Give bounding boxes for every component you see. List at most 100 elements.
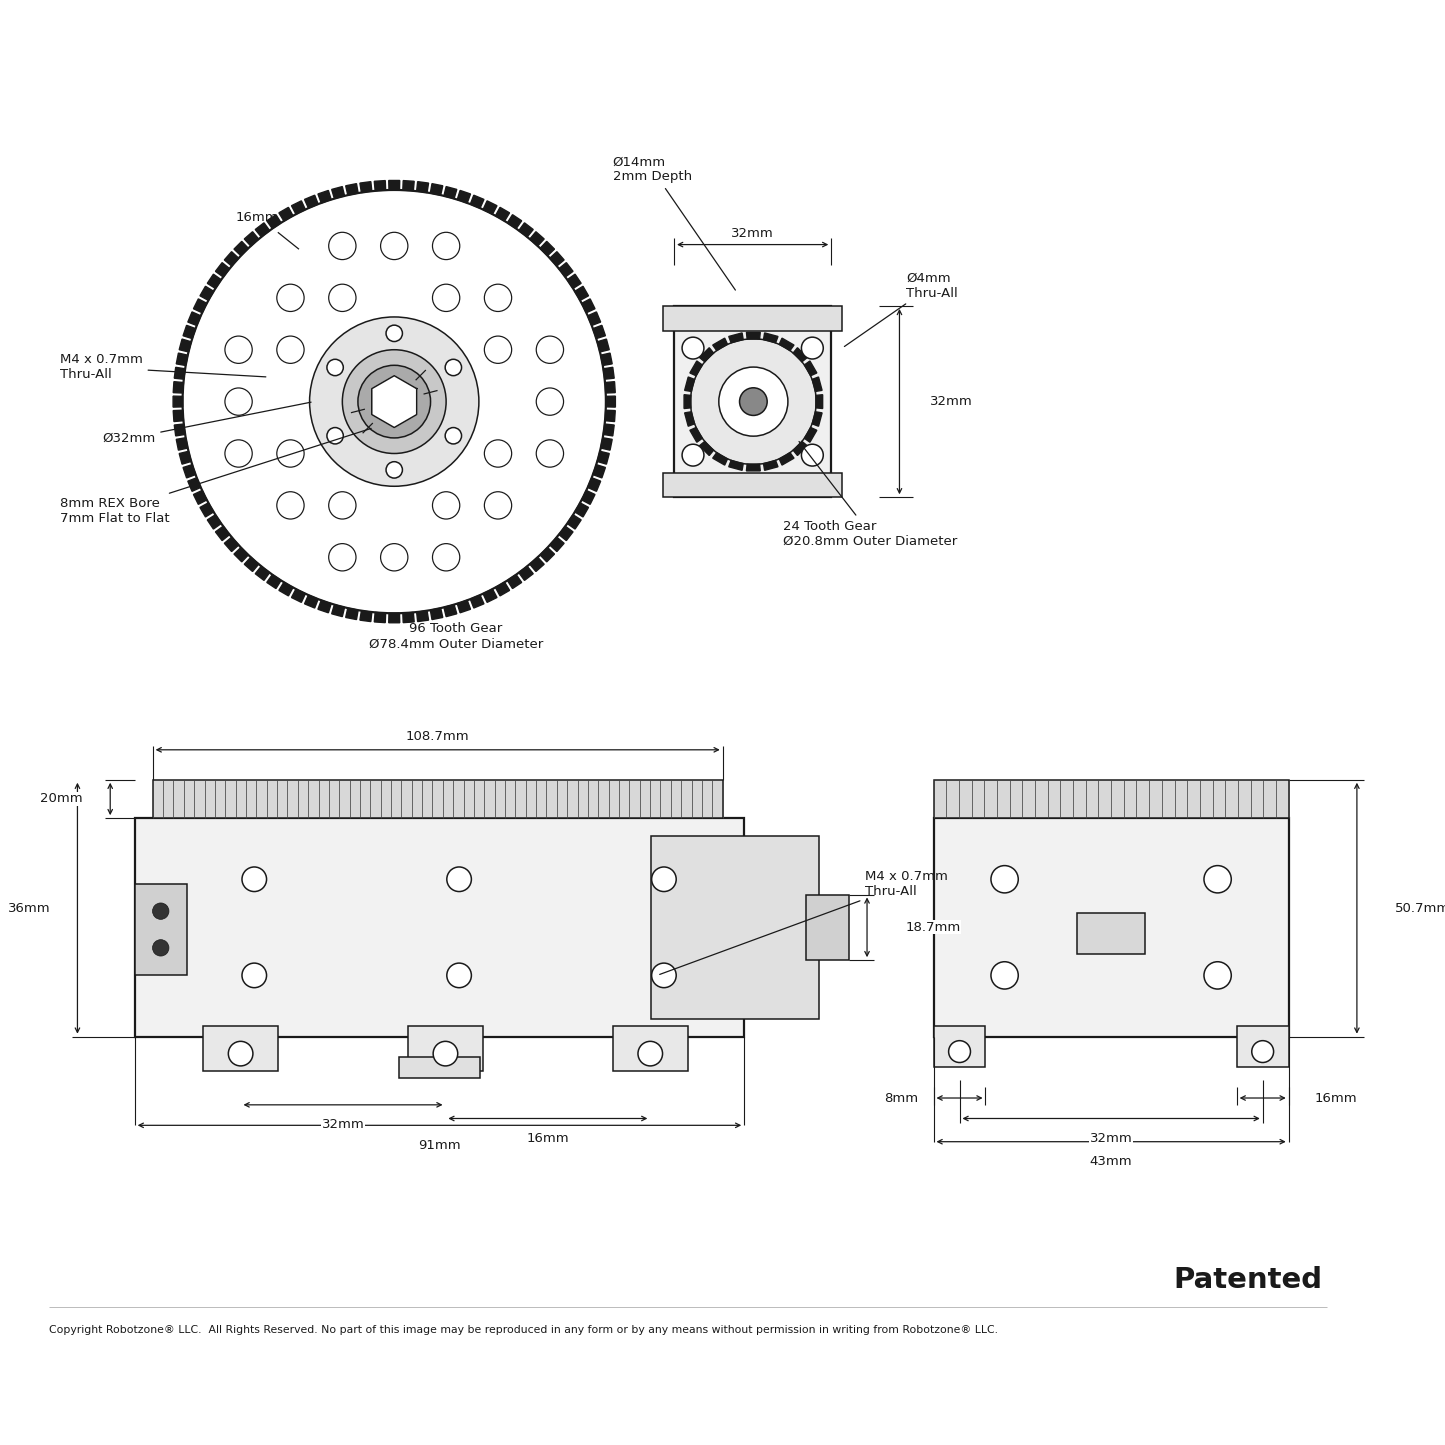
Circle shape — [309, 316, 478, 487]
Circle shape — [432, 491, 460, 519]
Polygon shape — [244, 231, 259, 246]
Polygon shape — [345, 184, 358, 195]
Polygon shape — [575, 286, 588, 301]
Polygon shape — [699, 348, 714, 361]
Polygon shape — [207, 275, 221, 289]
Polygon shape — [318, 600, 331, 613]
Polygon shape — [403, 613, 415, 623]
Polygon shape — [176, 353, 188, 366]
Polygon shape — [332, 604, 344, 617]
Text: 108.7mm: 108.7mm — [406, 730, 470, 743]
Circle shape — [432, 233, 460, 260]
Polygon shape — [215, 263, 230, 277]
Polygon shape — [470, 595, 484, 608]
Polygon shape — [763, 332, 777, 342]
Text: 32mm: 32mm — [322, 1118, 364, 1131]
Circle shape — [1204, 962, 1231, 988]
Text: 8mm REX Bore
7mm Flat to Flat: 8mm REX Bore 7mm Flat to Flat — [59, 428, 371, 525]
Polygon shape — [332, 186, 344, 198]
Circle shape — [277, 491, 303, 519]
Polygon shape — [279, 207, 293, 221]
Circle shape — [740, 387, 767, 415]
Polygon shape — [244, 558, 259, 572]
Text: 20mm: 20mm — [40, 792, 82, 805]
Polygon shape — [279, 582, 293, 595]
Polygon shape — [728, 332, 743, 342]
Circle shape — [241, 867, 266, 892]
Circle shape — [991, 866, 1019, 893]
Polygon shape — [173, 396, 182, 407]
Circle shape — [802, 444, 824, 467]
Polygon shape — [256, 223, 270, 237]
Text: M4 x 0.7mm
Thru-All: M4 x 0.7mm Thru-All — [59, 354, 266, 381]
Circle shape — [718, 367, 788, 436]
Polygon shape — [496, 582, 510, 595]
Polygon shape — [199, 286, 214, 301]
Text: Patented: Patented — [1173, 1266, 1322, 1293]
Polygon shape — [779, 452, 793, 465]
Polygon shape — [747, 332, 760, 340]
Polygon shape — [431, 608, 442, 620]
Polygon shape — [176, 438, 188, 451]
Circle shape — [277, 439, 303, 467]
Circle shape — [484, 491, 512, 519]
Polygon shape — [588, 478, 601, 491]
Circle shape — [536, 387, 564, 415]
Circle shape — [802, 337, 824, 358]
Bar — [134, 818, 744, 1036]
Polygon shape — [605, 381, 616, 393]
Circle shape — [691, 338, 816, 464]
Bar — [933, 780, 1289, 818]
Polygon shape — [812, 377, 822, 392]
Text: M4 x 0.7mm
Thru-All: M4 x 0.7mm Thru-All — [660, 870, 948, 974]
Polygon shape — [179, 340, 191, 353]
Bar — [613, 1026, 688, 1071]
Polygon shape — [551, 251, 564, 266]
Circle shape — [447, 867, 471, 892]
Polygon shape — [605, 396, 616, 407]
Bar — [933, 818, 1289, 1036]
Circle shape — [225, 387, 253, 415]
Circle shape — [445, 428, 461, 444]
Polygon shape — [194, 490, 207, 504]
Polygon shape — [712, 338, 727, 351]
Polygon shape — [215, 526, 230, 540]
Polygon shape — [457, 600, 471, 613]
Bar — [399, 1058, 480, 1078]
Polygon shape — [305, 595, 318, 608]
Polygon shape — [292, 201, 305, 214]
Bar — [650, 835, 819, 1019]
Polygon shape — [519, 223, 533, 237]
Circle shape — [682, 444, 704, 467]
Circle shape — [153, 903, 169, 919]
Circle shape — [432, 543, 460, 571]
Polygon shape — [582, 299, 595, 312]
Polygon shape — [371, 376, 416, 428]
Polygon shape — [540, 241, 555, 256]
Polygon shape — [519, 566, 533, 581]
Polygon shape — [305, 195, 318, 208]
Polygon shape — [604, 367, 614, 379]
Bar — [1077, 913, 1146, 954]
Bar — [806, 894, 850, 959]
Polygon shape — [318, 191, 331, 202]
Circle shape — [639, 1042, 663, 1066]
Circle shape — [948, 1040, 971, 1062]
Polygon shape — [568, 514, 581, 529]
Polygon shape — [588, 312, 601, 325]
Polygon shape — [457, 191, 471, 202]
Polygon shape — [685, 412, 695, 426]
Polygon shape — [496, 207, 510, 221]
Polygon shape — [793, 441, 808, 455]
Bar — [663, 306, 842, 331]
Circle shape — [682, 337, 704, 358]
Text: 16mm: 16mm — [236, 211, 277, 224]
Polygon shape — [416, 611, 429, 621]
Circle shape — [327, 428, 344, 444]
Polygon shape — [188, 478, 201, 491]
Polygon shape — [699, 441, 714, 455]
Bar — [204, 1026, 279, 1071]
Polygon shape — [374, 613, 386, 623]
Text: 24 Tooth Gear
Ø20.8mm Outer Diameter: 24 Tooth Gear Ø20.8mm Outer Diameter — [783, 442, 958, 548]
Polygon shape — [389, 613, 400, 623]
